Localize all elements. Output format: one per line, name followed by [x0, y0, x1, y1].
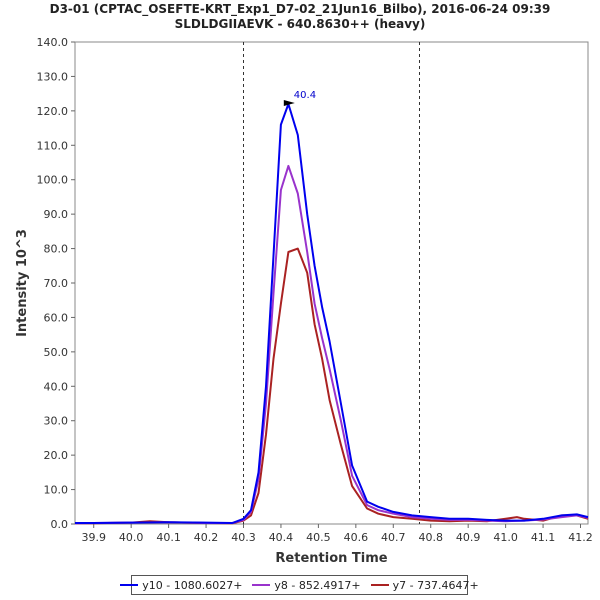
y-tick-label: 70.0: [44, 277, 69, 290]
y-tick-label: 40.0: [44, 380, 69, 393]
x-tick-label: 40.4: [269, 531, 294, 544]
y-tick-label: 80.0: [44, 243, 69, 256]
y-tick-label: 10.0: [44, 484, 69, 497]
y-tick-label: 110.0: [37, 139, 69, 152]
x-axis-title: Retention Time: [275, 551, 387, 566]
chart-legend: y10 - 1080.6027+ y8 - 852.4917+ y7 - 737…: [120, 575, 479, 595]
chart-subtitle: SLDLDGIIAEVK - 640.8630++ (heavy): [174, 17, 426, 31]
y-tick-label: 60.0: [44, 311, 69, 324]
plot-area: [74, 41, 589, 525]
x-tick-label: 40.8: [418, 531, 443, 544]
peak-annotation-label: 40.4: [294, 90, 316, 101]
x-tick-label: 40.3: [231, 531, 256, 544]
x-tick-label: 40.7: [381, 531, 406, 544]
y-tick-label: 120.0: [37, 105, 69, 118]
y-tick-label: 30.0: [44, 415, 69, 428]
x-tick-label: 39.9: [81, 531, 106, 544]
x-tick-label: 41.2: [568, 531, 593, 544]
y-tick-label: 130.0: [37, 70, 69, 83]
y-tick-label: 20.0: [44, 449, 69, 462]
legend-swatch-y10: [120, 584, 139, 586]
legend-swatch-y7: [370, 584, 389, 586]
x-tick-label: 41.1: [531, 531, 556, 544]
y-tick-label: 140.0: [37, 36, 69, 49]
legend-label-y10: y10 - 1080.6027+: [142, 578, 243, 592]
x-tick-label: 40.1: [156, 531, 181, 544]
legend-label-y8: y8 - 852.4917+: [274, 578, 361, 592]
x-tick-label: 40.0: [119, 531, 144, 544]
legend-item-y7: y7 - 737.4647+: [370, 578, 479, 592]
y-tick-label: 100.0: [37, 174, 69, 187]
x-tick-label: 40.6: [344, 531, 369, 544]
legend-swatch-y8: [252, 584, 271, 586]
legend-label-y7: y7 - 737.4647+: [392, 578, 479, 592]
legend-item-y8: y8 - 852.4917+: [252, 578, 361, 592]
y-tick-label: 50.0: [44, 346, 69, 359]
series-line-y10: [75, 103, 589, 524]
x-tick-label: 40.5: [306, 531, 331, 544]
legend-item-y10: y10 - 1080.6027+: [120, 579, 242, 592]
chart-title: D3-01 (CPTAC_OSEFTE-KRT_Exp1_D7-02_21Jun…: [49, 2, 551, 16]
y-tick-label: 0.0: [51, 518, 69, 531]
y-axis-title: Intensity 10^3: [15, 229, 30, 337]
x-tick-label: 40.9: [456, 531, 481, 544]
x-tick-label: 41.0: [493, 531, 518, 544]
x-tick-label: 40.2: [194, 531, 219, 544]
peak-marker-icon: [283, 99, 295, 106]
y-tick-label: 90.0: [44, 208, 69, 221]
